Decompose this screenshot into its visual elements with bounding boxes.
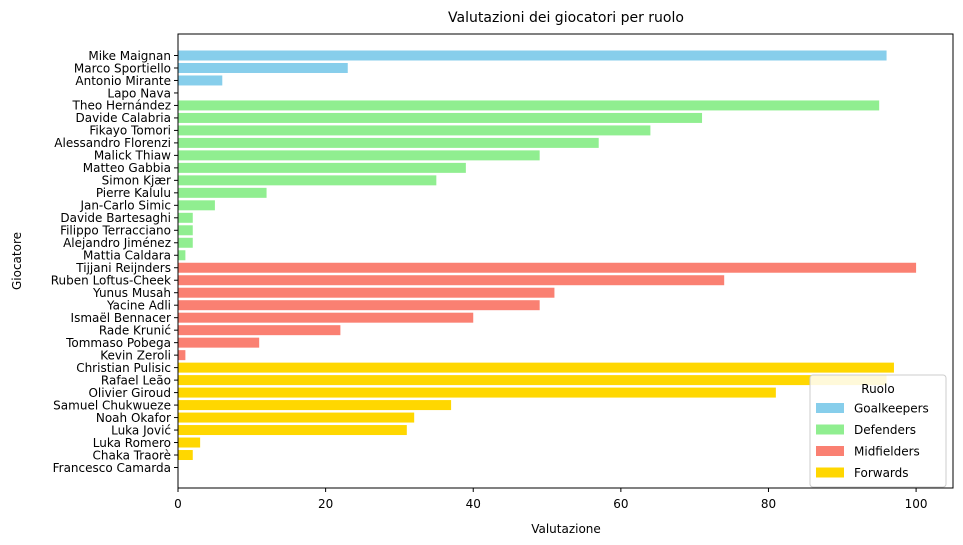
bar (178, 287, 555, 298)
plot-frame (177, 33, 954, 489)
legend-label: Midfielders (854, 445, 920, 459)
bar (178, 237, 193, 248)
y-tick-label: Christian Pulisic (76, 361, 171, 375)
y-tick-label: Samuel Chukwueze (53, 398, 171, 412)
y-tick-label: Theo Hernández (72, 99, 171, 113)
y-tick-label: Luka Jović (111, 423, 171, 437)
y-tick-label: Kevin Zeroli (100, 348, 171, 362)
chart-title: Valutazioni dei giocatori per ruolo (448, 10, 684, 26)
y-tick-label: Marco Sportiello (74, 61, 171, 75)
bar (178, 300, 540, 311)
bars-group (178, 50, 917, 461)
x-tick-label: 40 (466, 497, 481, 511)
bar (178, 250, 186, 261)
legend-items: Goalkeepers Defenders Midfielders Forwards (816, 402, 929, 480)
legend-swatch (816, 446, 844, 456)
x-axis-label: Valutazione (531, 522, 601, 536)
y-tick-label: Olivier Giroud (88, 386, 171, 400)
y-tick-label: Matteo Gabbia (83, 161, 171, 175)
y-tick-label: Tijjani Reijnders (75, 261, 171, 275)
bar (178, 437, 201, 448)
legend-title: Ruolo (861, 382, 894, 396)
y-tick-label: Pierre Kalulu (96, 186, 171, 200)
bar (178, 337, 260, 348)
y-tick-label: Davide Bartesaghi (60, 211, 171, 225)
y-tick-label: Filippo Terracciano (60, 224, 171, 238)
legend-label: Forwards (854, 466, 909, 480)
y-tick-label: Antonio Mirante (75, 74, 171, 88)
y-tick-label: Rade Krunić (99, 323, 171, 337)
bar (178, 400, 452, 411)
y-tick-label: Yacine Adli (106, 298, 171, 312)
x-tick-label: 80 (761, 497, 776, 511)
bar (178, 275, 725, 286)
bar (178, 225, 193, 236)
bar (178, 425, 407, 436)
y-tick-label: Alessandro Florenzi (54, 136, 171, 150)
x-tick-label: 20 (318, 497, 333, 511)
bar (178, 262, 917, 273)
y-tick-label: Ismaël Bennacer (71, 311, 172, 325)
bar (178, 412, 415, 423)
legend-label: Goalkeepers (854, 402, 929, 416)
bar (178, 100, 880, 111)
y-tick-label: Jan-Carlo Simic (79, 199, 171, 213)
bar (178, 62, 348, 73)
bar (178, 362, 894, 373)
y-axis-label: Giocatore (10, 232, 24, 290)
legend: Ruolo Goalkeepers Defenders Midfielders For… (809, 374, 947, 488)
y-tick-label: Lapo Nava (107, 86, 171, 100)
legend-swatch (816, 467, 844, 478)
y-tick-label: Francesco Camarda (53, 461, 171, 475)
bar (178, 187, 267, 198)
y-tick-label: Simon Kjær (102, 174, 171, 188)
y-tick-label: Mike Maignan (88, 49, 171, 63)
y-tick-label: Rafael Leão (101, 373, 171, 387)
bar (178, 212, 193, 223)
y-tick-label: Luka Romero (93, 436, 171, 450)
bar (178, 75, 223, 86)
legend-swatch (816, 424, 844, 435)
bar (178, 175, 437, 186)
bar (178, 137, 599, 148)
y-tick-label: Ruben Loftus-Cheek (51, 274, 171, 288)
y-tick-label: Malick Thiaw (94, 149, 171, 163)
bar (178, 150, 540, 161)
bar (178, 350, 186, 361)
bar (178, 387, 776, 398)
legend-label: Defenders (854, 423, 916, 437)
legend-swatch (816, 403, 844, 413)
x-tick-label: 100 (905, 497, 928, 511)
y-tick-label: Alejandro Jiménez (63, 236, 171, 250)
bar (178, 125, 651, 136)
y-tick-label: Fikayo Tomori (89, 124, 171, 138)
bar (178, 50, 887, 61)
bar (178, 200, 215, 211)
bar (178, 375, 887, 386)
x-ticks: 0 20 40 60 80 100 (174, 488, 928, 511)
bar (178, 450, 193, 461)
y-tick-label: Noah Okafor (96, 411, 171, 425)
y-tick-label: Tommaso Pobega (65, 336, 171, 350)
bar (178, 312, 474, 323)
y-tick-label: Mattia Caldara (83, 249, 171, 263)
bar (178, 162, 466, 173)
bar (178, 325, 341, 336)
x-tick-label: 60 (613, 497, 628, 511)
y-tick-label: Chaka Traorè (93, 448, 172, 462)
bar (178, 112, 703, 123)
y-tick-label: Davide Calabria (75, 111, 171, 125)
y-tick-label: Yunus Musah (92, 286, 171, 300)
x-tick-label: 0 (174, 497, 182, 511)
